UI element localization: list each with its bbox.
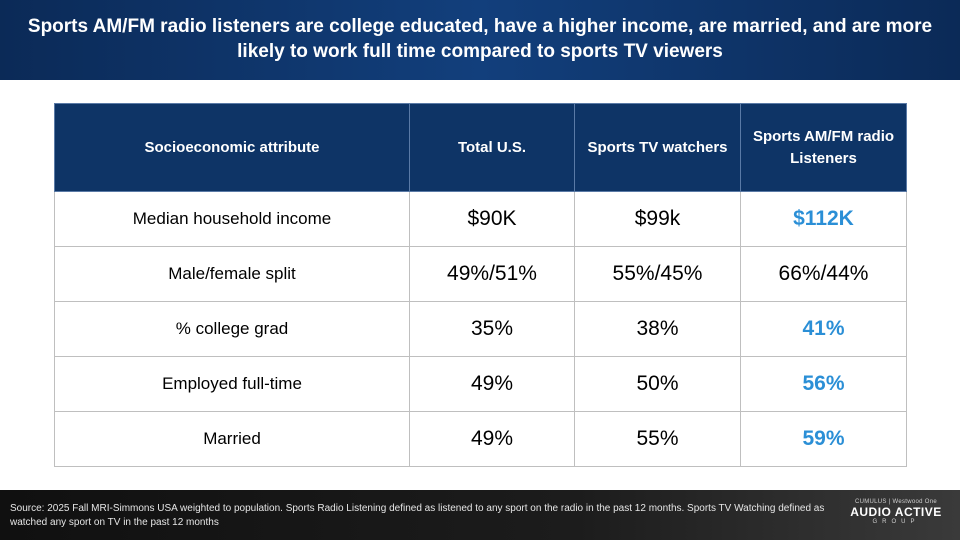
row-tv-value: 55%/45%: [574, 246, 741, 302]
logo-main-text: AUDIO ACTIVE: [850, 505, 942, 519]
header-sports-radio: Sports AM/FM radio Listeners: [740, 103, 907, 192]
table-row: Employed full-time 49% 50% 56%: [54, 356, 907, 412]
footer-bar: Source: 2025 Fall MRI-Simmons USA weight…: [0, 490, 960, 540]
row-attribute: % college grad: [54, 301, 410, 357]
row-total-value: $90K: [409, 191, 575, 247]
row-total-value: 35%: [409, 301, 575, 357]
row-radio-value: 59%: [740, 411, 907, 467]
row-tv-value: 38%: [574, 301, 741, 357]
row-tv-value: 50%: [574, 356, 741, 412]
header-attribute: Socioeconomic attribute: [54, 103, 410, 192]
source-note: Source: 2025 Fall MRI-Simmons USA weight…: [10, 503, 825, 528]
row-radio-value: 41%: [740, 301, 907, 357]
header-total-us: Total U.S.: [409, 103, 575, 192]
row-attribute: Married: [54, 411, 410, 467]
table-row: % college grad 35% 38% 41%: [54, 301, 907, 357]
comparison-table-container: Socioeconomic attribute Total U.S. Sport…: [54, 103, 907, 467]
logo-sub-text: GROUP: [872, 519, 920, 526]
table-header-row: Socioeconomic attribute Total U.S. Sport…: [54, 103, 907, 192]
row-total-value: 49%/51%: [409, 246, 575, 302]
page-title: Sports AM/FM radio listeners are college…: [27, 16, 933, 62]
row-attribute: Male/female split: [54, 246, 410, 302]
row-radio-value: 56%: [740, 356, 907, 412]
comparison-table: Socioeconomic attribute Total U.S. Sport…: [54, 103, 907, 467]
row-total-value: 49%: [409, 411, 575, 467]
audio-active-group-logo: CUMULUS | Westwood One AUDIO ACTIVE GROU…: [846, 499, 946, 525]
row-radio-value: 66%/44%: [740, 246, 907, 302]
logo-top-text: CUMULUS | Westwood One: [854, 499, 938, 505]
row-radio-value: $112K: [740, 191, 907, 247]
title-banner: Sports AM/FM radio listeners are college…: [0, 0, 960, 80]
row-attribute: Median household income: [54, 191, 410, 247]
row-tv-value: $99k: [574, 191, 741, 247]
row-attribute: Employed full-time: [54, 356, 410, 412]
table-row: Married 49% 55% 59%: [54, 411, 907, 467]
table-row: Median household income $90K $99k $112K: [54, 191, 907, 247]
header-sports-tv: Sports TV watchers: [574, 103, 741, 192]
row-total-value: 49%: [409, 356, 575, 412]
table-row: Male/female split 49%/51% 55%/45% 66%/44…: [54, 246, 907, 302]
row-tv-value: 55%: [574, 411, 741, 467]
